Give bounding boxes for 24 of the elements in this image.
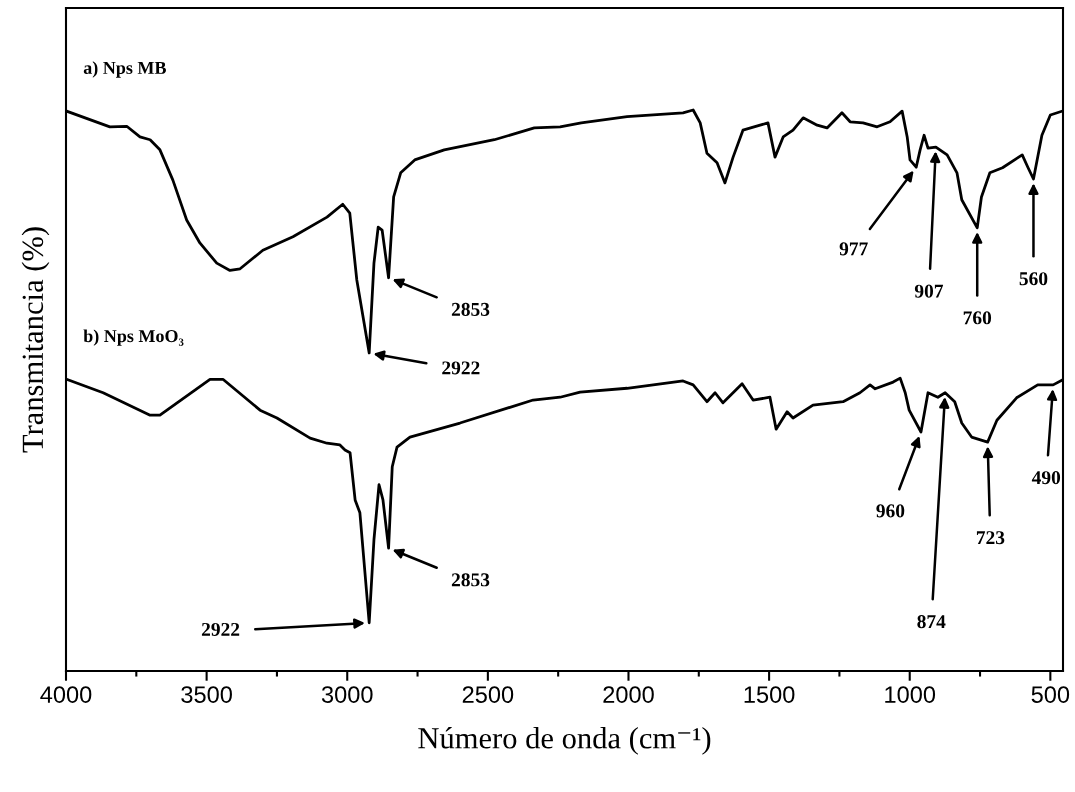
annotation: 960 (876, 504, 905, 518)
x-tick-label: 3500 (181, 686, 232, 703)
annotation: 907 (914, 284, 944, 298)
annotation: 874 (917, 615, 946, 629)
x-axis-title: Número de onda (cm⁻¹) (418, 727, 711, 755)
x-tick-label: 2500 (462, 686, 514, 703)
x-tick-label: 1500 (744, 686, 795, 703)
annotation: 2853 (451, 573, 490, 587)
annotation: 760 (963, 311, 992, 325)
annotation: 2853 (451, 302, 490, 316)
x-tick-label: 4000 (40, 686, 92, 703)
y-axis-title: Transmitancia (%) (21, 227, 50, 453)
annotation: 2922 (201, 622, 240, 636)
annotation: 723 (976, 531, 1005, 545)
x-tick-label: 500 (1031, 686, 1070, 703)
x-tick-label: 1000 (885, 686, 936, 703)
annotation: 2922 (442, 361, 480, 375)
text: b) Nps MoO₃ (83, 329, 184, 346)
annotation: 977 (839, 242, 868, 256)
text: a) Nps MB (83, 61, 166, 78)
annotation: 490 (1031, 471, 1061, 485)
x-tick-label: 3000 (321, 686, 373, 703)
annotation: 560 (1019, 272, 1048, 286)
x-tick-label: 2000 (603, 686, 654, 703)
